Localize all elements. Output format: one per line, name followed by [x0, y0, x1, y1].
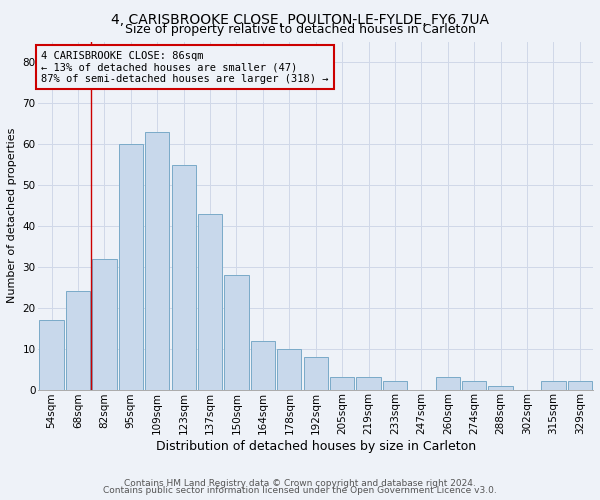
Bar — [568, 382, 592, 390]
Bar — [224, 275, 248, 390]
Bar — [172, 164, 196, 390]
Bar — [488, 386, 513, 390]
Bar — [356, 378, 381, 390]
Bar — [462, 382, 487, 390]
X-axis label: Distribution of detached houses by size in Carleton: Distribution of detached houses by size … — [155, 440, 476, 453]
Text: Contains HM Land Registry data © Crown copyright and database right 2024.: Contains HM Land Registry data © Crown c… — [124, 478, 476, 488]
Y-axis label: Number of detached properties: Number of detached properties — [7, 128, 17, 304]
Bar — [145, 132, 169, 390]
Bar — [66, 292, 90, 390]
Bar — [383, 382, 407, 390]
Bar — [40, 320, 64, 390]
Text: 4, CARISBROOKE CLOSE, POULTON-LE-FYLDE, FY6 7UA: 4, CARISBROOKE CLOSE, POULTON-LE-FYLDE, … — [111, 12, 489, 26]
Text: Contains public sector information licensed under the Open Government Licence v3: Contains public sector information licen… — [103, 486, 497, 495]
Bar — [541, 382, 566, 390]
Bar — [119, 144, 143, 390]
Bar — [330, 378, 354, 390]
Bar — [436, 378, 460, 390]
Text: Size of property relative to detached houses in Carleton: Size of property relative to detached ho… — [125, 22, 475, 36]
Bar — [304, 357, 328, 390]
Bar — [251, 340, 275, 390]
Bar — [198, 214, 222, 390]
Bar — [92, 258, 116, 390]
Text: 4 CARISBROOKE CLOSE: 86sqm
← 13% of detached houses are smaller (47)
87% of semi: 4 CARISBROOKE CLOSE: 86sqm ← 13% of deta… — [41, 50, 329, 84]
Bar — [277, 348, 301, 390]
